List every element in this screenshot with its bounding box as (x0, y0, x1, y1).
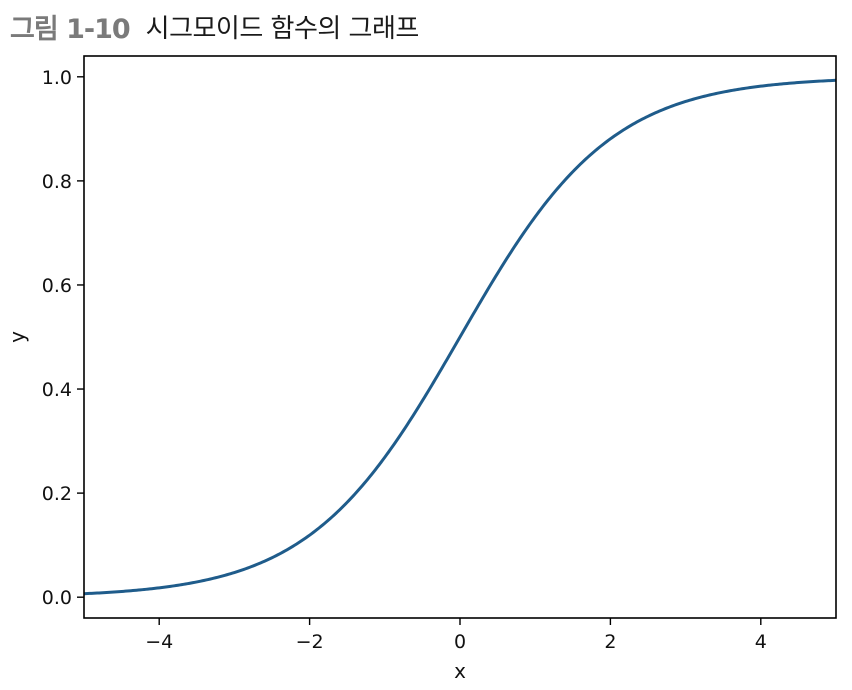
x-tick-label: 4 (755, 631, 767, 653)
x-tick-label: −4 (145, 631, 173, 653)
x-axis-ticks: −4 −2 0 2 4 (145, 618, 767, 653)
y-tick-label: 0.6 (42, 275, 72, 297)
plot-content (83, 55, 837, 619)
x-axis-label: x (454, 659, 466, 683)
y-axis-ticks: 0.0 0.2 0.4 0.6 0.8 1.0 (42, 67, 84, 609)
y-tick-label: 1.0 (42, 67, 72, 89)
figure-title: 시그모이드 함수의 그래프 (145, 13, 420, 44)
y-axis-label: y (5, 331, 29, 343)
x-tick-label: 0 (454, 631, 466, 653)
y-tick-label: 0.0 (42, 587, 72, 609)
x-tick-label: −2 (296, 631, 324, 653)
x-tick-label: 2 (604, 631, 616, 653)
y-tick-label: 0.8 (42, 171, 72, 193)
y-tick-label: 0.2 (42, 483, 72, 505)
figure-caption: 그림 1-10 시그모이드 함수의 그래프 (10, 6, 419, 46)
figure-label: 그림 1-10 (10, 13, 131, 45)
sigmoid-curve (84, 78, 836, 596)
y-tick-label: 0.4 (42, 379, 72, 401)
